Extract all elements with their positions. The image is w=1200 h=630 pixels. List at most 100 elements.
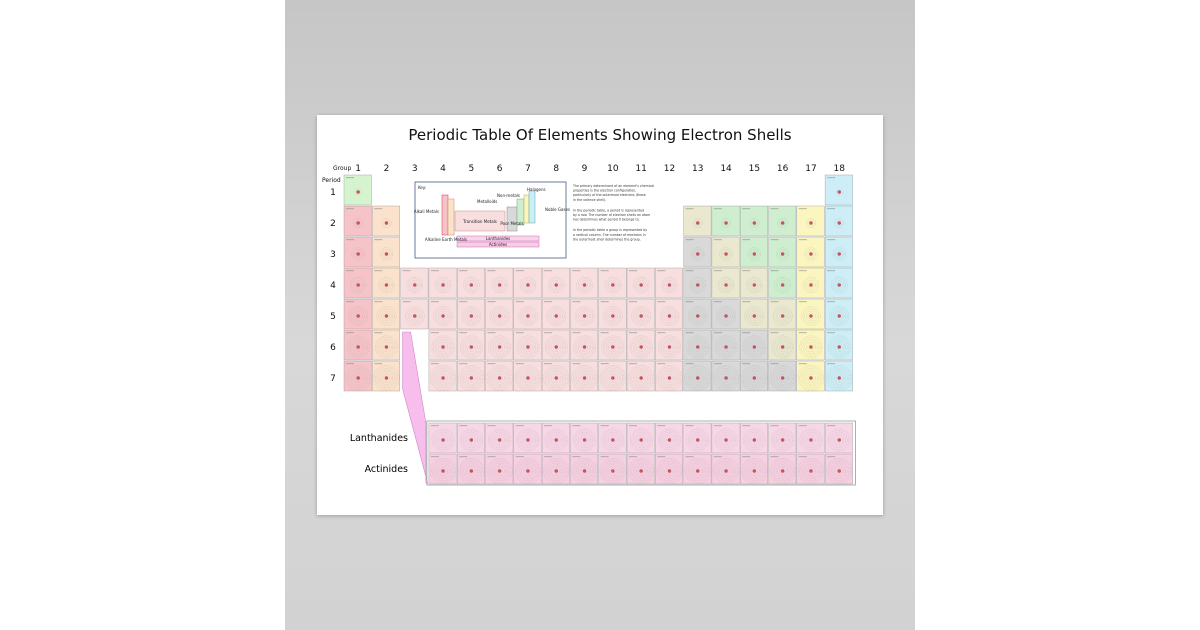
element-cell: [711, 360, 740, 392]
group-header: 17: [805, 164, 816, 174]
lanthanide-cell: [626, 422, 655, 454]
period-header: 2: [330, 219, 336, 229]
element-cell: [796, 236, 825, 268]
element-cell: [598, 298, 627, 330]
element-cell: [655, 360, 683, 392]
element-cell: [541, 329, 570, 361]
key-alkali-metals: Alkali Metals: [414, 209, 439, 214]
key-actinides: Actinides: [489, 242, 507, 247]
actinide-cell: [655, 453, 683, 485]
element-cell: [456, 360, 485, 392]
actinide-cell: [796, 453, 825, 485]
actinide-cell: [711, 453, 740, 485]
group-axis-label: Group: [333, 165, 351, 172]
element-cell: [740, 298, 768, 330]
actinide-cell: [541, 453, 570, 485]
element-cell: [570, 267, 599, 299]
element-cell: [683, 236, 712, 268]
element-cell: [400, 267, 429, 299]
lanthanide-cell: [796, 422, 825, 454]
periodic-table-poster[interactable]: Periodic Table Of Elements Showing Elect…: [317, 115, 883, 515]
element-cell: [768, 236, 797, 268]
group-header: 13: [692, 164, 703, 174]
element-cell: [372, 298, 400, 330]
group-header: 9: [582, 164, 588, 174]
period-header: 4: [330, 281, 336, 291]
key-poor-metals: Poor Metals: [500, 221, 523, 226]
element-cell: [456, 298, 485, 330]
lanthanide-cell: [711, 422, 740, 454]
element-cell: [343, 298, 372, 330]
period-header: 7: [330, 374, 336, 384]
element-cell: [485, 267, 514, 299]
period-axis-label: Period: [322, 177, 341, 184]
element-cell: [824, 205, 853, 237]
group-header: 1: [355, 164, 361, 174]
element-cell: [824, 360, 853, 392]
element-cell: [626, 267, 655, 299]
element-cell: [456, 329, 485, 361]
element-cell: [428, 329, 457, 361]
element-grid: [343, 174, 856, 486]
lanthanide-cell: [824, 422, 853, 454]
element-cell: [768, 329, 797, 361]
period-header: 3: [330, 250, 336, 260]
color-key: Key: Non-metals Halogens Metalloids Alkali M…: [414, 181, 570, 259]
lanthanide-cell: [541, 422, 570, 454]
element-cell: [343, 236, 372, 268]
group-header: 16: [777, 164, 789, 174]
actinide-cell: [740, 453, 768, 485]
key-halogens: Halogens: [527, 187, 546, 192]
element-cell: [824, 267, 853, 299]
element-cell: [711, 236, 740, 268]
group-header: 18: [834, 164, 846, 174]
element-cell: [513, 360, 542, 392]
element-cell: [683, 329, 712, 361]
lanthanide-cell: [513, 422, 542, 454]
element-cell: [768, 267, 797, 299]
element-cell: [711, 267, 740, 299]
actinide-cell: [626, 453, 655, 485]
element-cell: [626, 329, 655, 361]
group-header: 15: [749, 164, 760, 174]
group-header: 2: [384, 164, 390, 174]
element-cell: [372, 205, 400, 237]
element-cell: [372, 236, 400, 268]
element-cell: [343, 360, 372, 392]
element-cell: [372, 267, 400, 299]
element-cell: [683, 298, 712, 330]
element-cell: [768, 205, 797, 237]
element-cell: [598, 267, 627, 299]
element-cell: [372, 329, 400, 361]
element-cell: [655, 267, 683, 299]
period-header: 5: [330, 312, 336, 322]
element-cell: [740, 360, 768, 392]
element-cell: [740, 236, 768, 268]
group-header: 11: [635, 164, 646, 174]
element-cell: [655, 298, 683, 330]
element-cell: [428, 298, 457, 330]
element-cell: [541, 298, 570, 330]
key-lanthanides: Lanthanides: [486, 236, 511, 241]
key-noble-gases: Noble Gases: [545, 207, 570, 212]
group-header: 3: [412, 164, 418, 174]
element-cell: [513, 267, 542, 299]
group-header: 6: [497, 164, 503, 174]
group-header: 8: [553, 164, 559, 174]
lanthanide-cell: [570, 422, 599, 454]
element-cell: [711, 205, 740, 237]
actinide-cell: [456, 453, 485, 485]
element-cell: [570, 329, 599, 361]
lanthanide-cell: [683, 422, 712, 454]
period-headers: 1 2 3 4 5 6 7: [330, 188, 336, 384]
lanthanide-cell: [655, 422, 683, 454]
element-cell: [740, 329, 768, 361]
key-metalloids: Metalloids: [477, 199, 497, 204]
element-cell: [626, 298, 655, 330]
element-cell: [343, 174, 372, 206]
group-header: 12: [664, 164, 675, 174]
poster-canvas: Periodic Table Of Elements Showing Elect…: [322, 126, 856, 486]
group-header: 5: [468, 164, 474, 174]
element-cell: [485, 360, 514, 392]
element-cell: [513, 329, 542, 361]
